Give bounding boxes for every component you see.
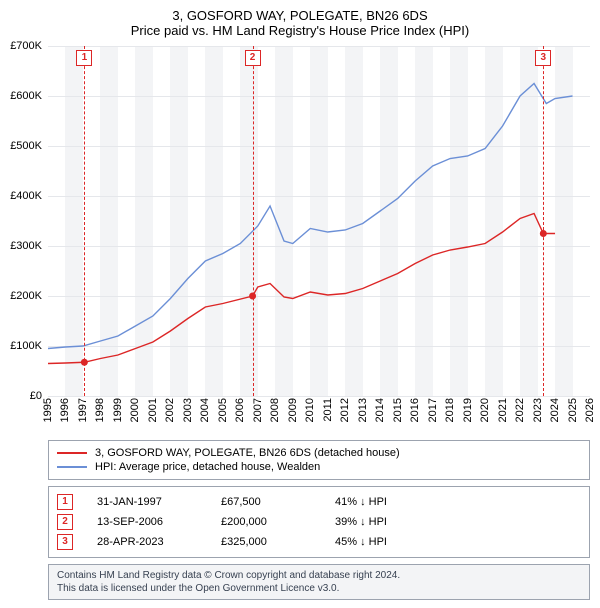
y-tick-label: £500K	[10, 140, 42, 152]
x-tick-label: 1998	[94, 398, 106, 422]
x-tick-label: 2018	[444, 398, 456, 422]
event-price: £200,000	[221, 516, 311, 528]
legend: 3, GOSFORD WAY, POLEGATE, BN26 6DS (deta…	[48, 440, 590, 480]
event-badge: 2	[57, 514, 73, 530]
legend-swatch	[57, 466, 87, 468]
event-row: 1 31-JAN-1997 £67,500 41% ↓ HPI	[57, 492, 581, 512]
event-price: £325,000	[221, 536, 311, 548]
x-axis: 1995199619971998199920002001200220032004…	[48, 396, 590, 434]
event-delta: 45% ↓ HPI	[335, 536, 387, 548]
title-line1: 3, GOSFORD WAY, POLEGATE, BN26 6DS	[0, 8, 600, 23]
y-tick-label: £700K	[10, 40, 42, 52]
x-tick-label: 2019	[462, 398, 474, 422]
event-row: 3 28-APR-2023 £325,000 45% ↓ HPI	[57, 532, 581, 552]
event-row: 2 13-SEP-2006 £200,000 39% ↓ HPI	[57, 512, 581, 532]
chart-title: 3, GOSFORD WAY, POLEGATE, BN26 6DS Price…	[0, 0, 600, 38]
x-tick-label: 2026	[584, 398, 596, 422]
x-tick-label: 2014	[374, 398, 386, 422]
x-tick-label: 2023	[532, 398, 544, 422]
x-tick-label: 2008	[269, 398, 281, 422]
y-tick-label: £600K	[10, 90, 42, 102]
x-tick-label: 2017	[427, 398, 439, 422]
x-tick-label: 2024	[549, 398, 561, 422]
plot-area: £0£100K£200K£300K£400K£500K£600K£700K123	[48, 46, 590, 396]
legend-label: 3, GOSFORD WAY, POLEGATE, BN26 6DS (deta…	[95, 447, 400, 459]
event-date: 31-JAN-1997	[97, 496, 197, 508]
x-tick-label: 1999	[112, 398, 124, 422]
chart-container: 3, GOSFORD WAY, POLEGATE, BN26 6DS Price…	[0, 0, 600, 600]
x-tick-label: 2012	[339, 398, 351, 422]
x-tick-label: 1997	[77, 398, 89, 422]
x-tick-label: 2005	[217, 398, 229, 422]
chart-lines	[48, 46, 590, 396]
event-badge: 3	[57, 534, 73, 550]
legend-label: HPI: Average price, detached house, Weal…	[95, 461, 320, 473]
x-tick-label: 2022	[514, 398, 526, 422]
attribution-line1: Contains HM Land Registry data © Crown c…	[57, 569, 581, 582]
x-tick-label: 2021	[497, 398, 509, 422]
y-tick-label: £400K	[10, 190, 42, 202]
event-line	[543, 46, 544, 396]
event-marker-badge: 3	[535, 50, 551, 66]
y-tick-label: £200K	[10, 290, 42, 302]
event-marker-badge: 1	[76, 50, 92, 66]
legend-swatch	[57, 452, 87, 454]
x-tick-label: 2025	[567, 398, 579, 422]
x-tick-label: 1996	[59, 398, 71, 422]
x-tick-label: 2001	[147, 398, 159, 422]
series-hpi	[48, 84, 573, 349]
x-tick-label: 2004	[199, 398, 211, 422]
x-tick-label: 2000	[129, 398, 141, 422]
title-line2: Price paid vs. HM Land Registry's House …	[0, 23, 600, 38]
x-tick-label: 1995	[42, 398, 54, 422]
event-marker-badge: 2	[245, 50, 261, 66]
event-delta: 39% ↓ HPI	[335, 516, 387, 528]
event-delta: 41% ↓ HPI	[335, 496, 387, 508]
attribution: Contains HM Land Registry data © Crown c…	[48, 564, 590, 600]
event-badge: 1	[57, 494, 73, 510]
x-tick-label: 2009	[287, 398, 299, 422]
x-tick-label: 2013	[357, 398, 369, 422]
event-price: £67,500	[221, 496, 311, 508]
x-tick-label: 2011	[322, 398, 334, 422]
y-tick-label: £0	[30, 390, 42, 402]
attribution-line2: This data is licensed under the Open Gov…	[57, 582, 581, 595]
x-tick-label: 2007	[252, 398, 264, 422]
x-tick-label: 2020	[479, 398, 491, 422]
y-tick-label: £100K	[10, 340, 42, 352]
legend-row: HPI: Average price, detached house, Weal…	[57, 460, 581, 474]
x-tick-label: 2015	[392, 398, 404, 422]
events-table: 1 31-JAN-1997 £67,500 41% ↓ HPI 2 13-SEP…	[48, 486, 590, 558]
event-date: 28-APR-2023	[97, 536, 197, 548]
event-line	[253, 46, 254, 396]
event-line	[84, 46, 85, 396]
event-date: 13-SEP-2006	[97, 516, 197, 528]
x-tick-label: 2016	[409, 398, 421, 422]
x-tick-label: 2006	[234, 398, 246, 422]
legend-row: 3, GOSFORD WAY, POLEGATE, BN26 6DS (deta…	[57, 446, 581, 460]
x-tick-label: 2003	[182, 398, 194, 422]
y-tick-label: £300K	[10, 240, 42, 252]
x-tick-label: 2002	[164, 398, 176, 422]
x-tick-label: 2010	[304, 398, 316, 422]
